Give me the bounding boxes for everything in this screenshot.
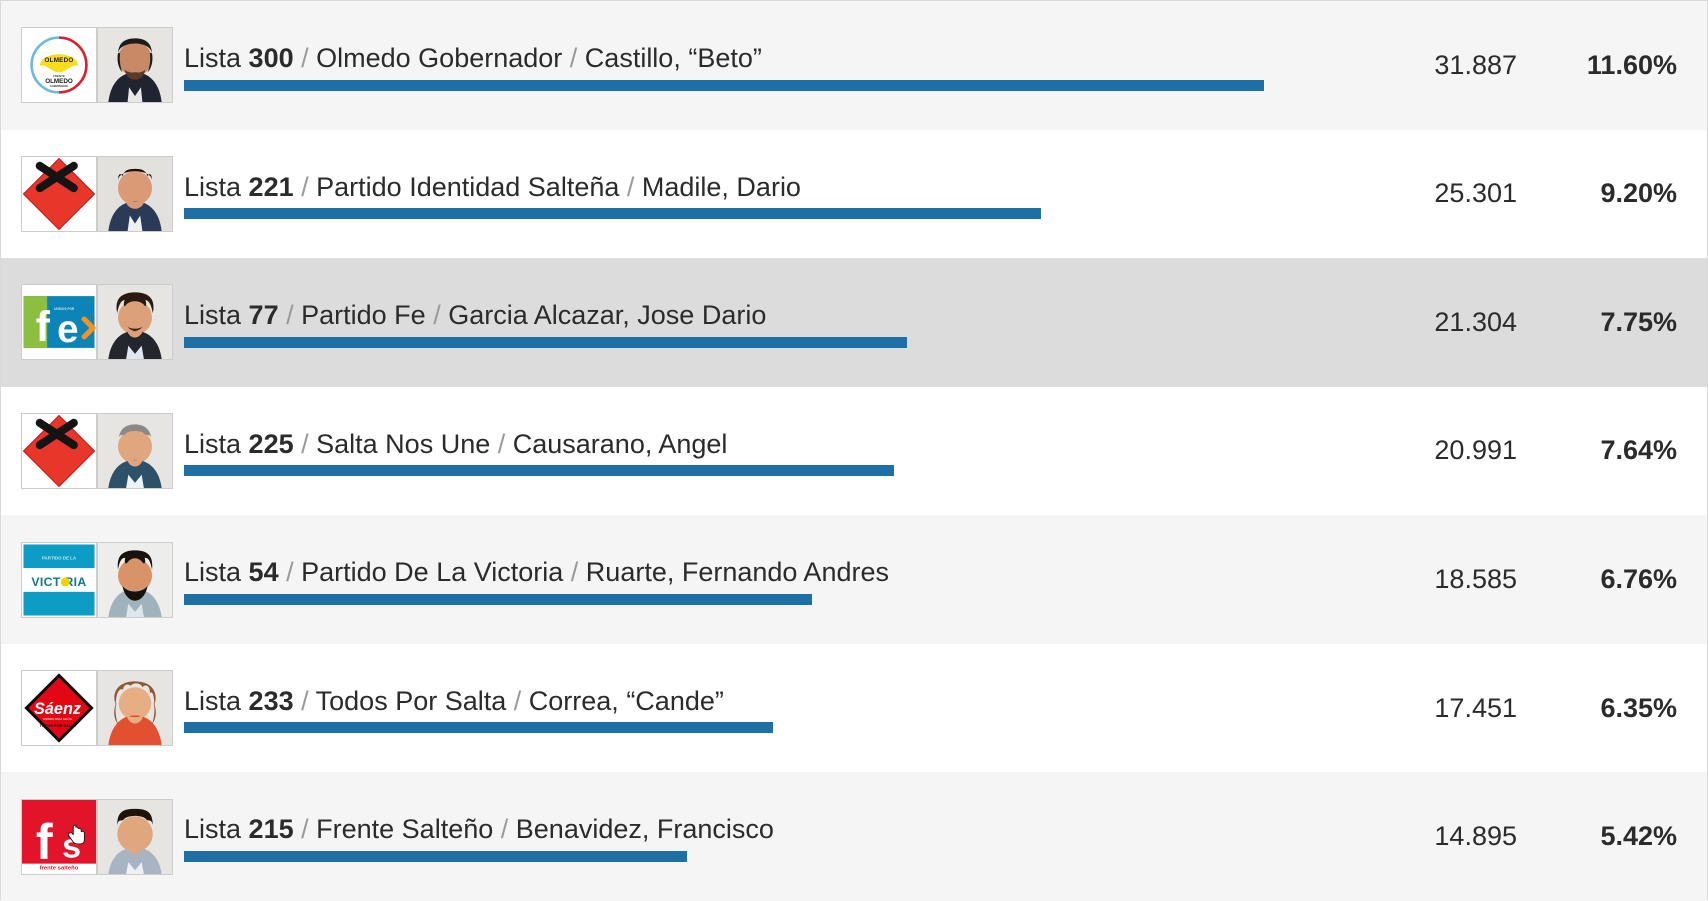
- svg-text:e: e: [57, 308, 78, 351]
- svg-text:OLMEDO: OLMEDO: [45, 78, 73, 85]
- svg-text:f: f: [36, 813, 53, 870]
- svg-text:Sáenz: Sáenz: [34, 700, 82, 718]
- svg-text:OLMEDO: OLMEDO: [45, 57, 74, 64]
- svg-text:PARTIDO DE LA: PARTIDO DE LA: [42, 555, 77, 560]
- svg-text:UNIDOS POR: UNIDOS POR: [54, 308, 75, 312]
- svg-text:GOBERNADOR: GOBERNADOR: [50, 85, 68, 88]
- svg-text:UNIDOS PARA SALTA: UNIDOS PARA SALTA: [43, 717, 72, 721]
- svg-text:frente salteño: frente salteño: [40, 865, 79, 871]
- svg-text:f: f: [36, 304, 51, 352]
- svg-text:TODOS POR SALTA: TODOS POR SALTA: [39, 724, 75, 728]
- svg-text:VICT RIA: VICT RIA: [31, 574, 86, 588]
